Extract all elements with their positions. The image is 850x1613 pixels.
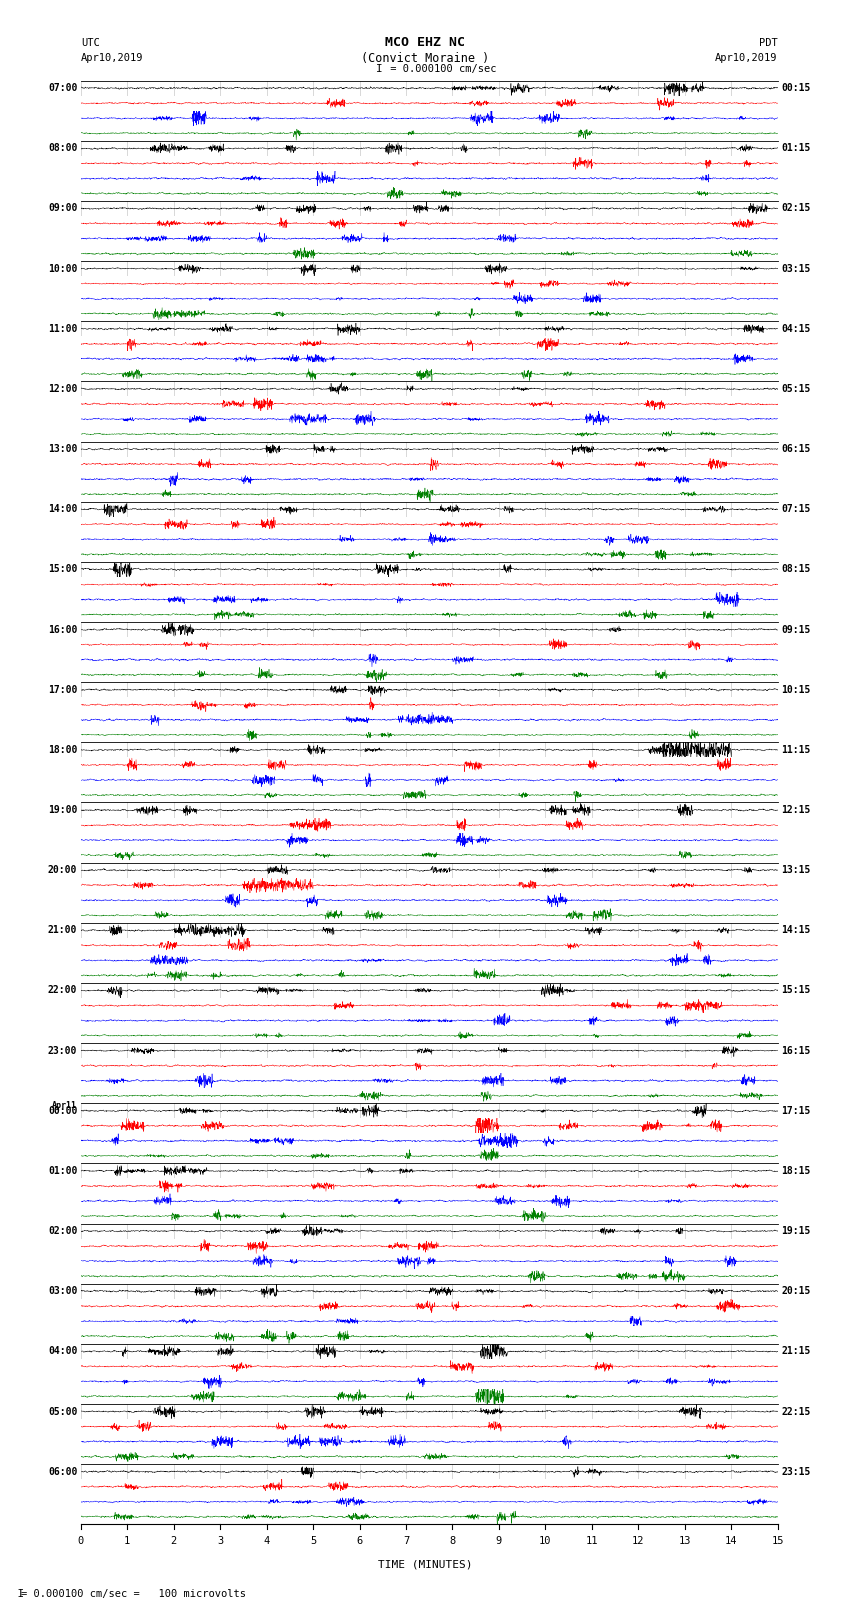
Text: 00:00: 00:00 <box>48 1107 77 1116</box>
Text: 08:00: 08:00 <box>48 144 77 153</box>
Text: 5: 5 <box>310 1536 316 1545</box>
Text: Apr10,2019: Apr10,2019 <box>81 53 144 63</box>
Text: 21:15: 21:15 <box>781 1347 811 1357</box>
Text: 2: 2 <box>171 1536 177 1545</box>
Text: 00:15: 00:15 <box>781 84 811 94</box>
Text: 01:00: 01:00 <box>48 1166 77 1176</box>
Text: 22:15: 22:15 <box>781 1407 811 1416</box>
Text: 10:00: 10:00 <box>48 263 77 274</box>
Text: 04:15: 04:15 <box>781 324 811 334</box>
Text: 0: 0 <box>77 1536 84 1545</box>
Text: 03:15: 03:15 <box>781 263 811 274</box>
Text: 19:00: 19:00 <box>48 805 77 815</box>
Text: 6: 6 <box>356 1536 363 1545</box>
Text: 06:15: 06:15 <box>781 444 811 455</box>
Text: 7: 7 <box>403 1536 409 1545</box>
Text: I: I <box>4 1589 25 1598</box>
Text: 10: 10 <box>539 1536 552 1545</box>
Text: 05:00: 05:00 <box>48 1407 77 1416</box>
Text: UTC: UTC <box>81 37 99 48</box>
Text: 1: 1 <box>124 1536 130 1545</box>
Text: 22:00: 22:00 <box>48 986 77 995</box>
Text: (Convict Moraine ): (Convict Moraine ) <box>361 52 489 65</box>
Text: 18:15: 18:15 <box>781 1166 811 1176</box>
Text: 02:15: 02:15 <box>781 203 811 213</box>
Text: 23:00: 23:00 <box>48 1045 77 1055</box>
Text: 12: 12 <box>632 1536 644 1545</box>
Text: 9: 9 <box>496 1536 502 1545</box>
Text: 20:00: 20:00 <box>48 865 77 876</box>
Text: 13:15: 13:15 <box>781 865 811 876</box>
Text: = 0.000100 cm/sec =   100 microvolts: = 0.000100 cm/sec = 100 microvolts <box>21 1589 246 1598</box>
Text: 15: 15 <box>772 1536 784 1545</box>
Text: 13:00: 13:00 <box>48 444 77 455</box>
Text: 16:00: 16:00 <box>48 624 77 634</box>
Text: 17:15: 17:15 <box>781 1107 811 1116</box>
Text: 10:15: 10:15 <box>781 684 811 695</box>
Text: 15:15: 15:15 <box>781 986 811 995</box>
Text: 09:00: 09:00 <box>48 203 77 213</box>
Text: = 0.000100 cm/sec: = 0.000100 cm/sec <box>384 65 496 74</box>
Text: 09:15: 09:15 <box>781 624 811 634</box>
Text: 3: 3 <box>217 1536 224 1545</box>
Text: 8: 8 <box>450 1536 456 1545</box>
Text: 12:00: 12:00 <box>48 384 77 394</box>
Text: 03:00: 03:00 <box>48 1286 77 1297</box>
Text: 18:00: 18:00 <box>48 745 77 755</box>
Text: 21:00: 21:00 <box>48 926 77 936</box>
Text: 02:00: 02:00 <box>48 1226 77 1236</box>
Text: 11:15: 11:15 <box>781 745 811 755</box>
Text: PDT: PDT <box>759 37 778 48</box>
Text: 04:00: 04:00 <box>48 1347 77 1357</box>
Text: 05:15: 05:15 <box>781 384 811 394</box>
Text: 06:00: 06:00 <box>48 1466 77 1476</box>
Text: 15:00: 15:00 <box>48 565 77 574</box>
Text: Apr11: Apr11 <box>53 1102 77 1110</box>
Text: 14:15: 14:15 <box>781 926 811 936</box>
Text: Apr10,2019: Apr10,2019 <box>715 53 778 63</box>
Text: 12:15: 12:15 <box>781 805 811 815</box>
Text: 07:00: 07:00 <box>48 84 77 94</box>
Text: 19:15: 19:15 <box>781 1226 811 1236</box>
Text: TIME (MINUTES): TIME (MINUTES) <box>377 1560 473 1569</box>
Text: 11: 11 <box>586 1536 598 1545</box>
Text: 17:00: 17:00 <box>48 684 77 695</box>
Text: 08:15: 08:15 <box>781 565 811 574</box>
Text: 13: 13 <box>678 1536 691 1545</box>
Text: 11:00: 11:00 <box>48 324 77 334</box>
Text: MCO EHZ NC: MCO EHZ NC <box>385 35 465 50</box>
Text: 23:15: 23:15 <box>781 1466 811 1476</box>
Text: 14: 14 <box>725 1536 738 1545</box>
Text: 07:15: 07:15 <box>781 505 811 515</box>
Text: 4: 4 <box>264 1536 269 1545</box>
Text: 01:15: 01:15 <box>781 144 811 153</box>
Text: I: I <box>376 65 382 74</box>
Text: 20:15: 20:15 <box>781 1286 811 1297</box>
Text: 14:00: 14:00 <box>48 505 77 515</box>
Text: 16:15: 16:15 <box>781 1045 811 1055</box>
